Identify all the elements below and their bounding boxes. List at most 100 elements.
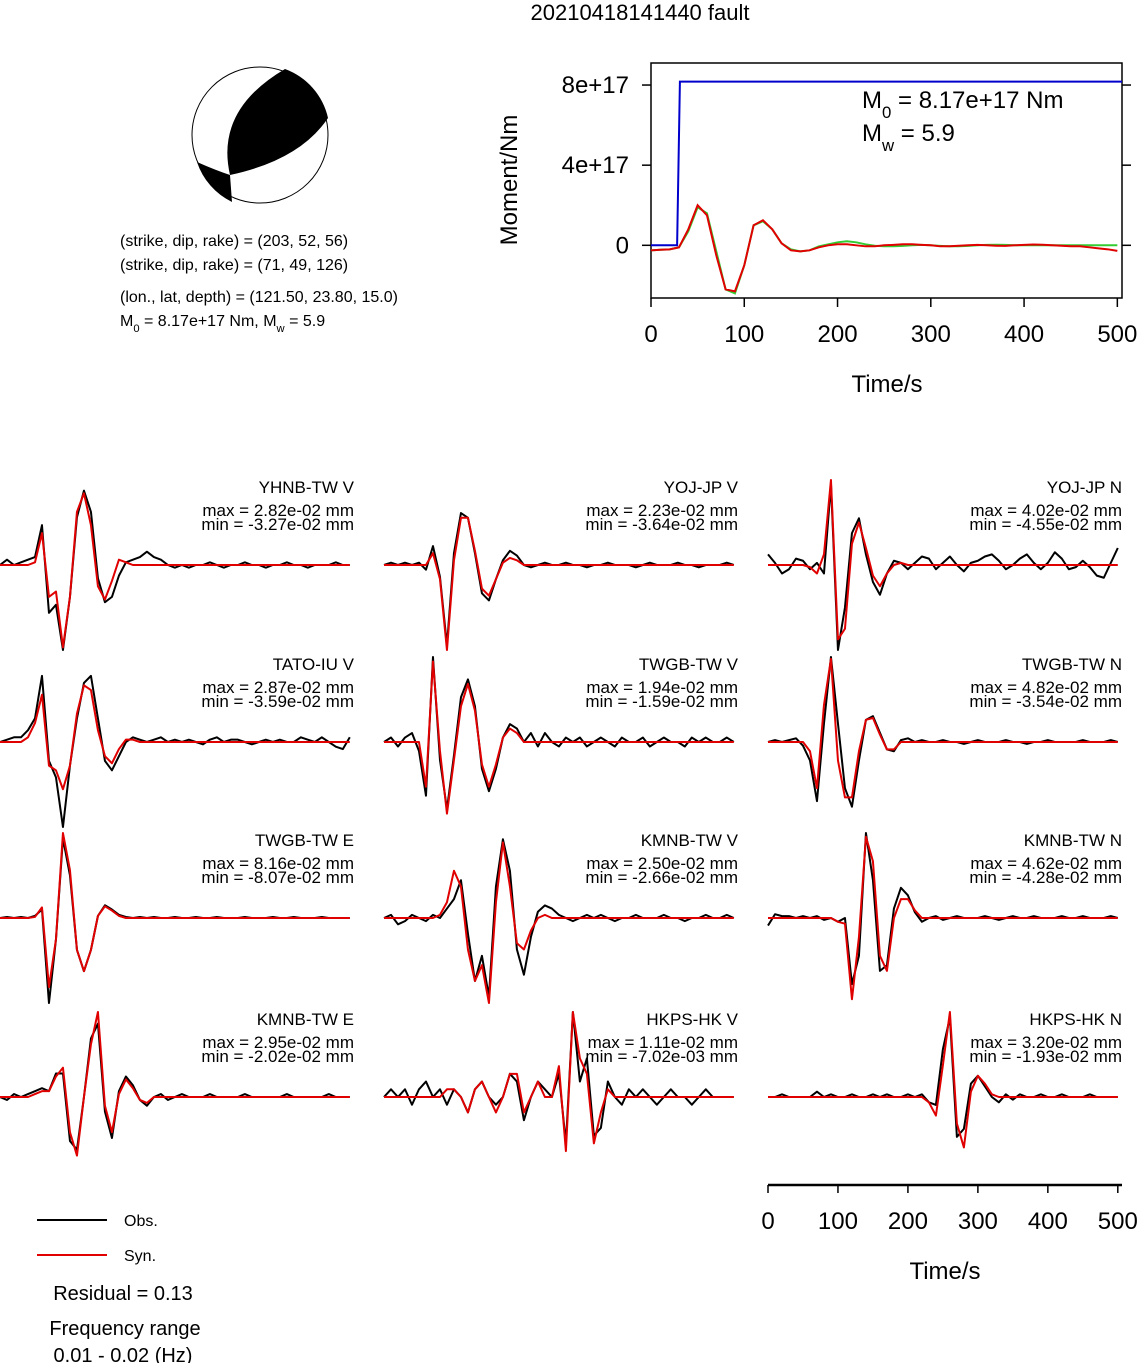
panel-title: KMNB-TW E (257, 1010, 354, 1029)
panel-title: YHNB-TW V (259, 478, 355, 497)
info-line-part: (strike, dip, rake) = (203, 52, 56) (120, 233, 348, 250)
panel-title: KMNB-TW N (1024, 831, 1122, 850)
waveform (767, 832, 1119, 986)
beachball-compression (227, 69, 328, 175)
waveform (384, 660, 734, 815)
x-tick-label: 0 (761, 1208, 774, 1235)
panel-title: YOJ-JP N (1047, 478, 1122, 497)
panel-annotation: max = 8.16e-02 mm (202, 854, 354, 873)
panel-title: YOJ-JP V (664, 478, 739, 497)
y-tick-label: 0 (616, 232, 629, 259)
x-tick-label: 100 (818, 1208, 858, 1235)
info-line-part: = 5.9 (285, 313, 326, 330)
waveform (768, 479, 1118, 641)
waveform (0, 684, 350, 791)
annotation-part: M (862, 120, 882, 147)
waveform (768, 835, 1118, 1001)
x-tick-label: 500 (1098, 1208, 1138, 1235)
annotation-part: M (862, 87, 882, 114)
panel-annotation: max = 1.11e-02 mm (588, 1033, 738, 1052)
moment-curve (650, 205, 1118, 295)
y-tick-label: 4e+17 (562, 152, 629, 179)
annotation-part: = 8.17e+17 Nm (891, 87, 1063, 114)
x-tick-label: 400 (1028, 1208, 1068, 1235)
info-line-part: (lon., lat, depth) = (121.50, 23.80, 15.… (120, 289, 398, 306)
beachball (191, 66, 329, 204)
waveform (0, 832, 350, 989)
waveform (0, 492, 350, 649)
legend-label: Syn. (124, 1248, 156, 1265)
y-tick-label: 8e+17 (562, 72, 629, 99)
x-axis-label: Time/s (909, 1258, 980, 1285)
annotation-part: = 5.9 (894, 120, 955, 147)
panel-title: TATO-IU V (273, 655, 355, 674)
x-axis-label: Time/s (851, 371, 922, 398)
panel-annotation: max = 2.50e-02 mm (586, 854, 738, 873)
panel-annotation: max = 3.20e-02 mm (970, 1033, 1122, 1052)
waveform (768, 657, 1118, 799)
waveform (384, 1011, 734, 1153)
info-line-part: M (120, 313, 133, 330)
info-line: M0 = 8.17e+17 Nm, Mw = 5.9 (120, 313, 325, 335)
panel-annotation: max = 4.02e-02 mm (970, 501, 1122, 520)
panel-title: KMNB-TW V (641, 831, 739, 850)
x-tick-label: 0 (644, 321, 657, 348)
panel-annotation: min = -2.02e-02 mm (201, 1047, 354, 1066)
annotation: Mw = 5.9 (862, 120, 955, 155)
info-line-part: 0 (133, 323, 139, 335)
panel-annotation: min = -3.59e-02 mm (201, 692, 354, 711)
x-tick-label: 400 (1004, 321, 1044, 348)
frequency-note: 0.01 - 0.02 (Hz) (54, 1345, 193, 1363)
panel-annotation: min = -1.93e-02 mm (969, 1047, 1122, 1066)
x-tick-label: 500 (1097, 321, 1137, 348)
panel-annotation: max = 2.82e-02 mm (202, 501, 354, 520)
annotation-part: w (881, 136, 895, 155)
info-line-part: (strike, dip, rake) = (71, 49, 126) (120, 257, 348, 274)
moment-curve (651, 80, 1122, 247)
panel-annotation: min = -3.54e-02 mm (969, 692, 1122, 711)
waveform (384, 516, 734, 651)
waveform (384, 841, 734, 1004)
panel-title: HKPS-HK V (646, 1010, 738, 1029)
panel-annotation: min = -8.07e-02 mm (201, 868, 354, 887)
beachball-compression (197, 162, 232, 202)
waveform (767, 483, 1119, 651)
annotation-part: 0 (882, 103, 891, 122)
panel-annotation: max = 2.95e-02 mm (202, 1033, 354, 1052)
moment-curve (650, 203, 1118, 293)
panel-title: TWGB-TW E (255, 831, 354, 850)
legend-label: Obs. (124, 1213, 158, 1230)
x-tick-label: 300 (911, 321, 951, 348)
info-line: (strike, dip, rake) = (71, 49, 126) (120, 257, 348, 274)
y-axis-label: Moment/Nm (496, 115, 523, 246)
panel-annotation: max = 2.23e-02 mm (586, 501, 738, 520)
panel-annotation: min = -1.59e-02 mm (585, 692, 738, 711)
panel-annotation: min = -3.64e-02 mm (585, 515, 738, 534)
info-line-part: = 8.17e+17 Nm, M (140, 313, 277, 330)
frequency-note: Frequency range (49, 1318, 200, 1340)
plot-frame (650, 62, 1123, 299)
panel-annotation: min = -3.27e-02 mm (201, 515, 354, 534)
info-line: (lon., lat, depth) = (121.50, 23.80, 15.… (120, 289, 398, 306)
x-tick-label: 200 (888, 1208, 928, 1235)
x-tick-label: 100 (724, 321, 764, 348)
info-line: (strike, dip, rake) = (203, 52, 56) (120, 233, 348, 250)
panel-title: TWGB-TW V (639, 655, 739, 674)
waveform (0, 1011, 350, 1157)
panel-annotation: min = -7.02e-03 mm (585, 1047, 738, 1066)
residual-note: Residual = 0.13 (53, 1283, 193, 1305)
panel-annotation: min = -2.66e-02 mm (585, 868, 738, 887)
x-tick-label: 200 (818, 321, 858, 348)
x-tick-label: 300 (958, 1208, 998, 1235)
panel-annotation: max = 2.87e-02 mm (202, 678, 354, 697)
panel-annotation: min = -4.55e-02 mm (969, 515, 1122, 534)
panel-annotation: max = 4.62e-02 mm (970, 854, 1122, 873)
info-line-part: w (276, 323, 286, 335)
annotation: M0 = 8.17e+17 Nm (862, 87, 1063, 122)
panel-annotation: max = 1.94e-02 mm (586, 678, 738, 697)
panel-title: TWGB-TW N (1022, 655, 1122, 674)
panel-annotation: min = -4.28e-02 mm (969, 868, 1122, 887)
figure-title: 20210418141440 fault (531, 0, 750, 25)
waveform (768, 1011, 1118, 1149)
